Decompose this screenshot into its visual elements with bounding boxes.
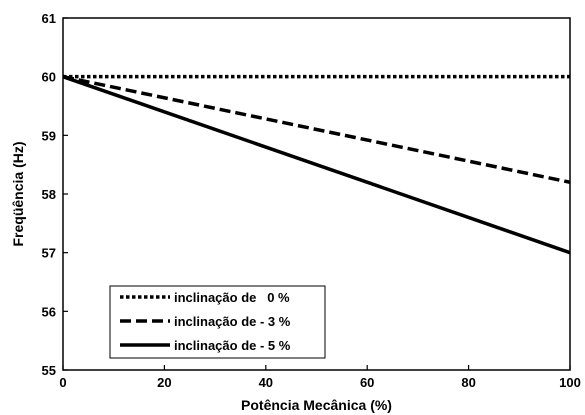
legend-label: inclinação de - 5 % bbox=[174, 338, 291, 353]
x-tick-label: 60 bbox=[360, 375, 374, 390]
ticks: 0 20 40 60 80 100 55 56 57 58 59 60 61 bbox=[42, 11, 581, 390]
series-lines bbox=[62, 74, 571, 255]
legend: inclinação de 0 % inclinação de - 3 % incl… bbox=[109, 285, 326, 359]
plot-frame bbox=[62, 17, 571, 371]
y-tick-label: 57 bbox=[42, 246, 56, 261]
legend-label: inclinação de 0 % bbox=[174, 290, 290, 305]
y-tick-label: 56 bbox=[42, 304, 56, 319]
y-tick-label: 61 bbox=[42, 11, 56, 26]
y-tick-label: 60 bbox=[42, 70, 56, 85]
legend-label: inclinação de - 3 % bbox=[174, 314, 291, 329]
x-tick-label: 40 bbox=[259, 375, 273, 390]
x-axis-label: Potência Mecânica (%) bbox=[241, 397, 392, 413]
series-line-dashed bbox=[62, 74, 571, 184]
x-tick-label: 0 bbox=[59, 375, 66, 390]
y-tick-label: 55 bbox=[42, 363, 56, 378]
x-tick-label: 20 bbox=[157, 375, 171, 390]
y-tick-label: 58 bbox=[42, 187, 56, 202]
y-axis-label: Freqüência (Hz) bbox=[10, 141, 26, 246]
series-line-solid bbox=[62, 75, 571, 255]
x-tick-label: 100 bbox=[559, 375, 581, 390]
x-tick-label: 80 bbox=[461, 375, 475, 390]
y-tick-label: 59 bbox=[42, 128, 56, 143]
